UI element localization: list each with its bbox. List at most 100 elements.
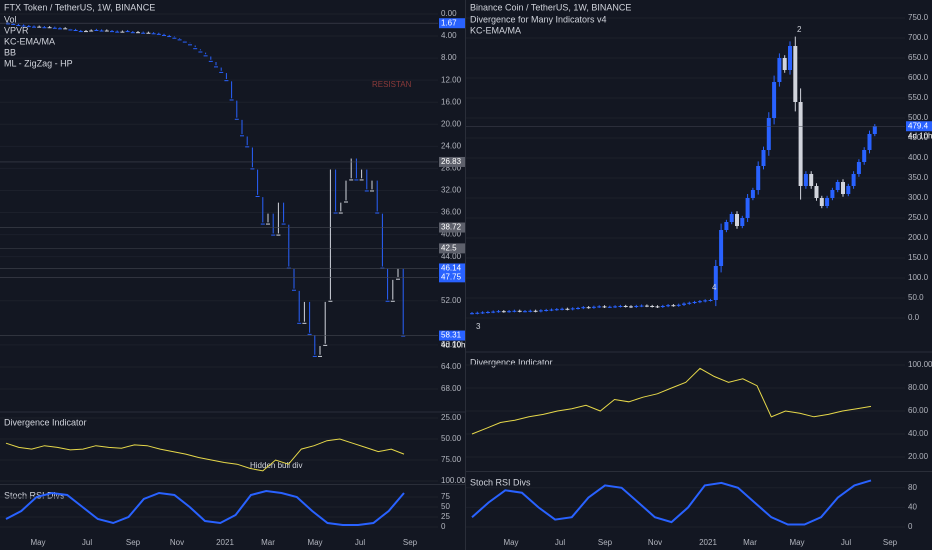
x-tick-label: 2021 — [216, 538, 234, 547]
candle — [708, 300, 713, 301]
candle — [260, 223, 265, 225]
candle — [375, 212, 380, 214]
price-tag — [439, 243, 465, 254]
y-tick-label: 250.0 — [908, 213, 929, 222]
candle — [623, 306, 628, 307]
panel-title: Divergence Indicator — [4, 417, 87, 427]
divergence-line — [471, 367, 872, 435]
candle — [756, 166, 761, 190]
x-tick-label: May — [503, 538, 518, 547]
candle — [618, 306, 623, 307]
candle — [328, 300, 333, 302]
candle — [47, 27, 52, 29]
divergence-line — [5, 438, 405, 472]
stoch-line — [5, 489, 405, 526]
x-tick-label: May — [789, 538, 804, 547]
candle — [182, 41, 187, 43]
candle — [666, 305, 671, 307]
y-tick-label: 700.0 — [908, 33, 929, 42]
candle — [188, 44, 192, 46]
candle — [234, 118, 239, 120]
candle — [151, 33, 156, 35]
candle — [613, 306, 618, 308]
candle — [52, 27, 57, 29]
candle — [554, 309, 559, 311]
candle — [245, 146, 250, 148]
chart-title: FTX Token / TetherUS, 1W, BINANCE — [4, 2, 155, 12]
annotation: Hidden bull div — [250, 461, 302, 470]
x-tick-label: May — [30, 538, 45, 547]
panel-title: Stoch RSI Divs — [4, 490, 65, 500]
candle — [229, 99, 234, 101]
candle — [84, 31, 88, 33]
candle — [475, 312, 480, 314]
candle — [208, 60, 213, 62]
candle — [512, 310, 517, 312]
y-tick-label: 25 — [441, 512, 450, 521]
candle — [338, 212, 343, 214]
candle — [333, 212, 338, 214]
y-tick-label: 650.0 — [908, 53, 929, 62]
candle — [78, 31, 83, 33]
y-tick-label: 500.0 — [908, 113, 929, 122]
x-tick-label: Nov — [648, 538, 662, 547]
y-tick-label: 75.00 — [441, 455, 462, 464]
candle — [538, 310, 543, 312]
candle — [214, 66, 218, 68]
y-tick-label: 350.0 — [908, 173, 929, 182]
candle — [203, 55, 208, 57]
y-tick-label: 4.00 — [441, 31, 457, 40]
legend-item: VPVR — [4, 25, 29, 35]
candle — [364, 190, 369, 192]
candle — [255, 195, 260, 197]
x-tick-label: Jul — [555, 538, 565, 547]
candle — [193, 48, 198, 50]
candle — [266, 223, 270, 225]
y-tick-label: 40.00 — [441, 230, 462, 239]
y-tick-label: 68.00 — [441, 384, 462, 393]
candle — [11, 23, 16, 25]
candle — [788, 46, 792, 70]
candle — [68, 29, 73, 31]
candle — [697, 301, 702, 303]
countdown: 4d 10h — [441, 341, 465, 350]
candle — [560, 308, 565, 310]
candle — [629, 306, 633, 308]
candle — [682, 303, 686, 305]
candle — [224, 80, 229, 82]
stoch-line — [471, 479, 872, 526]
candle — [830, 190, 835, 198]
y-tick-label: 28.00 — [441, 164, 462, 173]
y-tick-label: 20.00 — [908, 452, 929, 461]
candle — [809, 174, 814, 186]
candle — [271, 234, 276, 236]
price-tag — [439, 18, 465, 29]
y-tick-label: 100.0 — [908, 273, 929, 282]
candle — [146, 32, 151, 34]
candle — [634, 306, 639, 307]
candle — [735, 214, 739, 226]
candle — [729, 214, 734, 222]
candle — [703, 300, 708, 302]
y-tick-label: 80 — [908, 483, 917, 492]
legend-item: BB — [4, 47, 16, 57]
x-tick-label: Nov — [170, 538, 184, 547]
candle — [777, 58, 782, 82]
y-tick-label: 0 — [908, 522, 913, 531]
candle — [671, 305, 676, 307]
candle — [63, 28, 68, 30]
candle — [307, 333, 312, 335]
candle — [16, 25, 21, 27]
candle — [390, 300, 395, 302]
candle — [501, 311, 506, 313]
candle — [841, 182, 845, 194]
candle — [198, 51, 203, 53]
y-tick-label: 12.00 — [441, 75, 462, 84]
candle — [219, 71, 224, 73]
candle — [37, 26, 42, 28]
annotation: RESISTAN — [372, 80, 412, 89]
candle — [528, 310, 533, 312]
y-tick-label: 50.00 — [441, 434, 462, 443]
candle — [370, 190, 374, 192]
price-tag — [439, 222, 465, 233]
